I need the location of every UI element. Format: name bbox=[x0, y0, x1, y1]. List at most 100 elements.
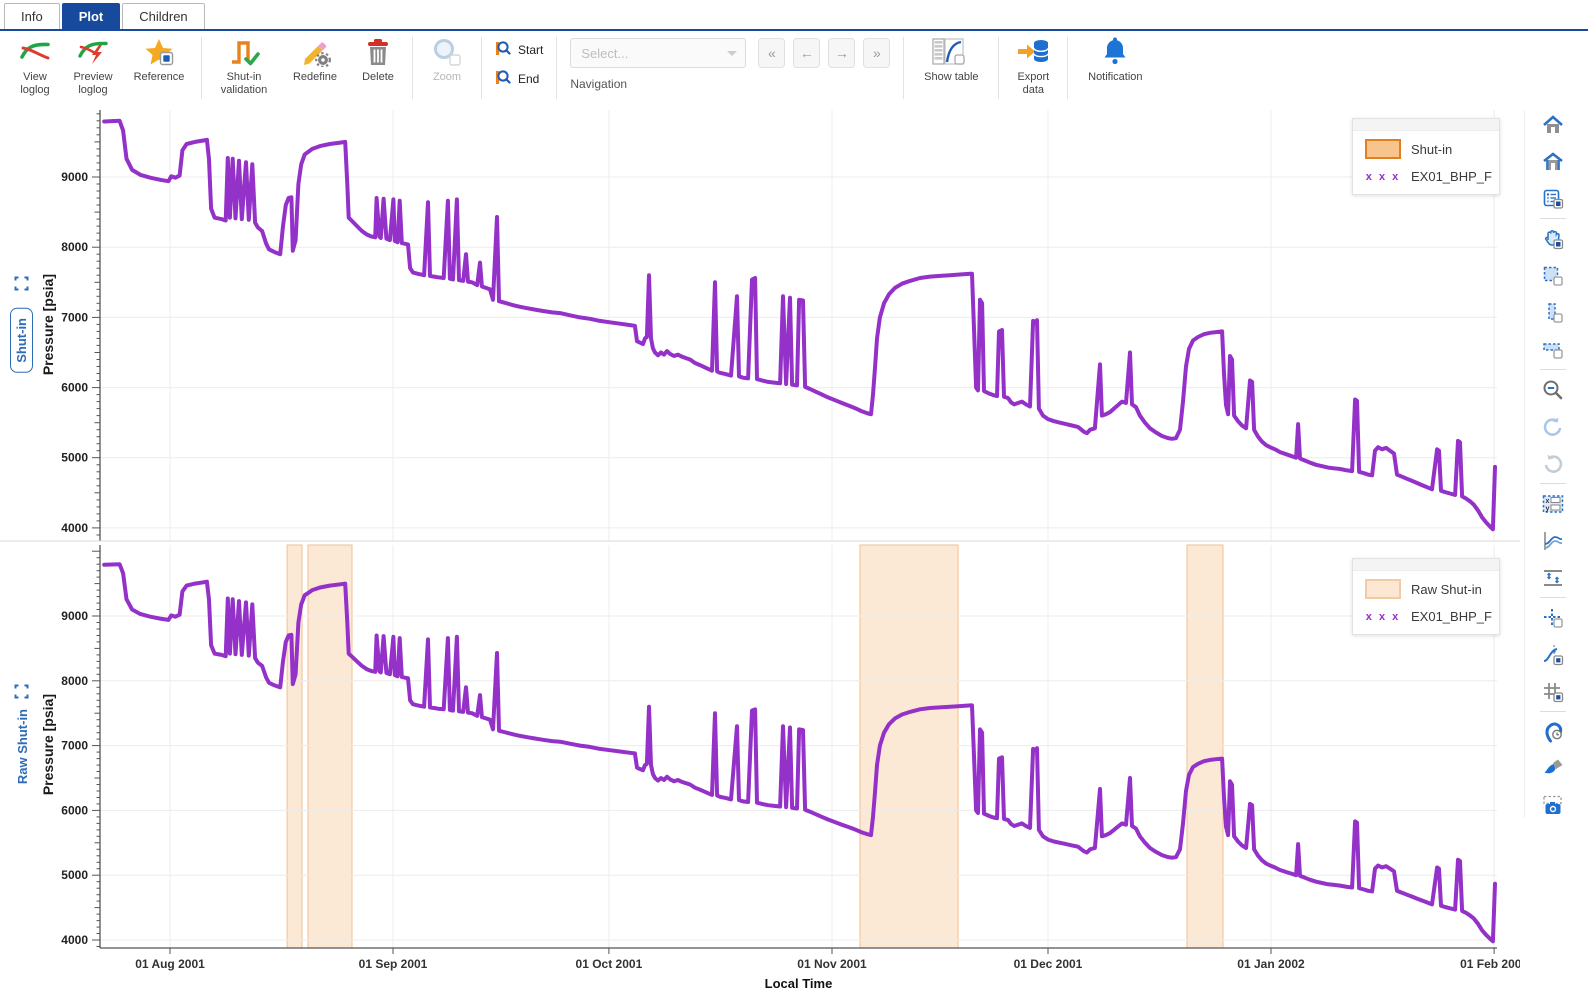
preview-loglog-icon bbox=[77, 35, 109, 69]
svg-text:7000: 7000 bbox=[61, 310, 88, 324]
shutin-plot-canvas[interactable]: 4000 5000 6000 7000 8000 9000 bbox=[0, 105, 1520, 550]
preview-loglog-button[interactable]: Preview loglog bbox=[69, 35, 117, 97]
redefine-label: Redefine bbox=[292, 71, 338, 83]
show-table-button[interactable]: Show table bbox=[914, 35, 988, 84]
tab-children[interactable]: Children bbox=[122, 3, 205, 29]
time-pin-icon[interactable] bbox=[1540, 719, 1566, 744]
start-end-group: Start End bbox=[495, 40, 543, 89]
shutin-select[interactable] bbox=[570, 38, 747, 68]
fit-vertical-icon[interactable] bbox=[1540, 565, 1566, 590]
ribbon-separator bbox=[481, 37, 482, 99]
legend-entry-series[interactable]: x x x EX01_BHP_F bbox=[1353, 601, 1499, 626]
ribbon-toolbar: View loglog Preview loglog Reference Shu… bbox=[0, 31, 1588, 105]
zoom-magnifier-icon bbox=[431, 35, 463, 69]
svg-text:5000: 5000 bbox=[61, 451, 88, 465]
zoom-box-icon[interactable] bbox=[1540, 263, 1566, 288]
svg-text:6000: 6000 bbox=[61, 803, 88, 817]
svg-text:01 Oct 2001: 01 Oct 2001 bbox=[576, 957, 643, 971]
toolbar-divider bbox=[1539, 483, 1566, 484]
expand-icon[interactable] bbox=[14, 276, 29, 291]
preview-loglog-label: Preview loglog bbox=[73, 71, 113, 97]
ribbon-separator bbox=[201, 37, 202, 99]
export-data-button[interactable]: Export data bbox=[1009, 35, 1057, 97]
legend-header[interactable] bbox=[1353, 119, 1499, 131]
curves-icon[interactable] bbox=[1540, 528, 1566, 553]
shutin-side-tab[interactable]: Shut-in bbox=[6, 300, 36, 380]
legend-list-icon[interactable] bbox=[1540, 186, 1566, 211]
zoom-end-button[interactable]: End bbox=[495, 69, 543, 89]
view-loglog-icon bbox=[19, 35, 51, 69]
series-x-marker: x x x bbox=[1365, 610, 1401, 623]
redo-zoom-icon[interactable] bbox=[1540, 451, 1566, 476]
svg-text:9000: 9000 bbox=[61, 609, 88, 623]
reference-label: Reference bbox=[133, 71, 185, 83]
grid-icon[interactable] bbox=[1540, 679, 1566, 704]
show-table-label: Show table bbox=[924, 71, 979, 83]
notification-button[interactable]: Notification bbox=[1078, 35, 1152, 84]
shutin-side-tab-label: Shut-in bbox=[9, 307, 33, 373]
legend-band-label: Raw Shut-in bbox=[1411, 581, 1482, 597]
svg-text:9000: 9000 bbox=[61, 170, 88, 184]
pan-hand-icon[interactable] bbox=[1540, 226, 1566, 251]
tab-info[interactable]: Info bbox=[4, 3, 60, 29]
zoom-horizontal-icon[interactable] bbox=[1540, 337, 1566, 362]
ribbon-separator bbox=[998, 37, 1000, 99]
legend-entry-series[interactable]: x x x EX01_BHP_F bbox=[1353, 161, 1499, 186]
svg-text:01 Feb 2002: 01 Feb 2002 bbox=[1460, 957, 1520, 971]
shutin-select-input[interactable] bbox=[570, 38, 747, 68]
navigation-buttons: « ← → » bbox=[758, 38, 891, 68]
nav-previous-button[interactable]: ← bbox=[793, 38, 821, 68]
snapshot-icon[interactable] bbox=[1540, 793, 1566, 818]
tangent-icon[interactable] bbox=[1540, 642, 1566, 667]
svg-text:8000: 8000 bbox=[61, 674, 88, 688]
legend-series-label: EX01_BHP_F bbox=[1411, 169, 1492, 184]
zoom-out-icon[interactable] bbox=[1540, 377, 1566, 402]
svg-text:01 Aug 2001: 01 Aug 2001 bbox=[135, 957, 205, 971]
navigation-group: « ← → » Navigation bbox=[570, 38, 891, 91]
shutin-legend: Shut-in x x x EX01_BHP_F bbox=[1352, 118, 1500, 195]
toolbar-divider bbox=[1539, 597, 1566, 598]
delete-button[interactable]: Delete bbox=[354, 35, 402, 84]
zoom-vertical-icon[interactable] bbox=[1540, 300, 1566, 325]
nav-first-button[interactable]: « bbox=[758, 38, 786, 68]
redefine-button[interactable]: Redefine bbox=[286, 35, 344, 84]
export-database-icon bbox=[1016, 35, 1050, 69]
shutin-validation-button[interactable]: Shut-in validation bbox=[212, 35, 276, 97]
end-magnifier-icon bbox=[495, 69, 512, 89]
bell-icon bbox=[1100, 35, 1130, 69]
raw-shutin-plot-canvas[interactable]: 4000 5000 6000 7000 8000 9000 01 Aug 2001 01 Se… bbox=[0, 540, 1520, 1005]
delete-label: Delete bbox=[362, 71, 394, 83]
crosshair-icon[interactable] bbox=[1540, 605, 1566, 630]
brush-icon[interactable] bbox=[1540, 756, 1566, 781]
raw-shutin-side-tab[interactable]: Raw Shut-in bbox=[8, 692, 36, 802]
legend-entry-band[interactable]: Shut-in bbox=[1353, 131, 1499, 161]
zoom-start-button[interactable]: Start bbox=[495, 40, 543, 60]
raw-shutin-y-axis-title: Pressure [psia] bbox=[40, 694, 56, 796]
reference-star-icon bbox=[143, 35, 175, 69]
zoom-button[interactable]: Zoom bbox=[423, 35, 471, 84]
ribbon-separator bbox=[412, 37, 413, 99]
svg-text:01 Nov 2001: 01 Nov 2001 bbox=[797, 957, 867, 971]
shutin-validation-label: Shut-in validation bbox=[220, 71, 268, 97]
toolbar-divider bbox=[1539, 711, 1566, 712]
tab-plot[interactable]: Plot bbox=[61, 3, 121, 29]
export-data-label: Export data bbox=[1017, 71, 1050, 97]
expand-icon[interactable] bbox=[14, 684, 29, 699]
end-label: End bbox=[518, 72, 540, 86]
reference-button[interactable]: Reference bbox=[127, 35, 191, 84]
ribbon-separator bbox=[556, 37, 558, 99]
legend-band-label: Shut-in bbox=[1411, 141, 1453, 157]
legend-entry-band[interactable]: Raw Shut-in bbox=[1353, 571, 1499, 601]
ribbon-separator bbox=[1067, 37, 1069, 99]
toolbar-divider bbox=[1539, 218, 1566, 219]
view-loglog-button[interactable]: View loglog bbox=[11, 35, 59, 97]
nav-last-button[interactable]: » bbox=[863, 38, 891, 68]
shutin-band-swatch bbox=[1365, 139, 1401, 159]
undo-zoom-icon[interactable] bbox=[1540, 414, 1566, 439]
home-alt-icon[interactable] bbox=[1540, 149, 1566, 174]
legend-header[interactable] bbox=[1353, 559, 1499, 571]
svg-text:7000: 7000 bbox=[61, 739, 88, 753]
nav-next-button[interactable]: → bbox=[828, 38, 856, 68]
home-icon[interactable] bbox=[1540, 112, 1566, 137]
